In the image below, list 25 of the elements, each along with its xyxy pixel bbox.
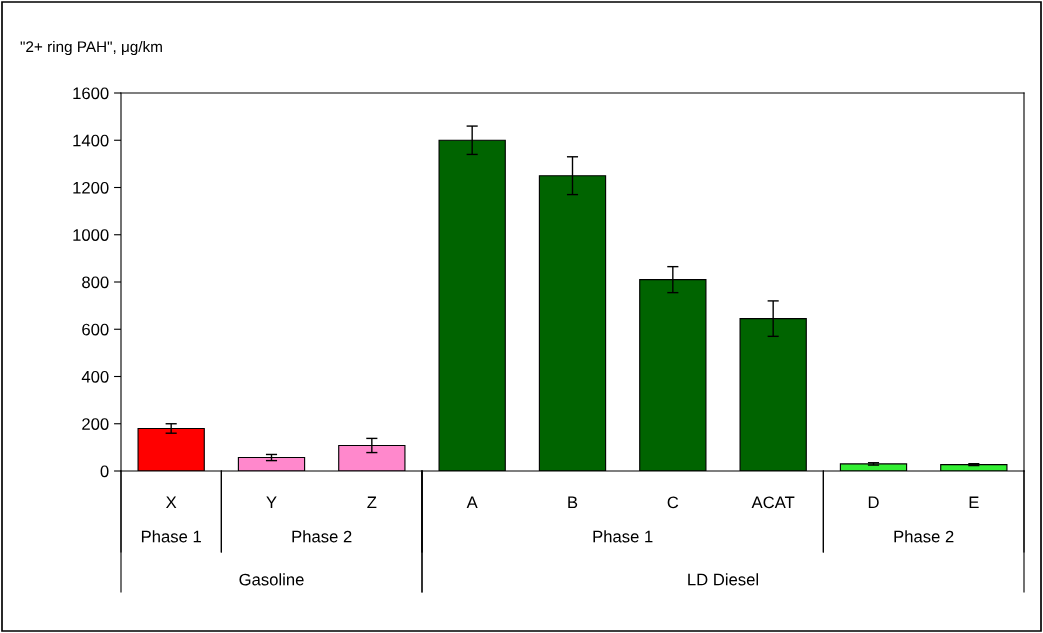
y-tick-label: 1600 xyxy=(73,87,109,100)
y-tick-label: 1200 xyxy=(73,181,109,194)
y-tick-label: 0 xyxy=(100,465,109,478)
x-tick-label: ACAT xyxy=(751,496,795,509)
text: Phase 2 xyxy=(894,530,954,543)
text: Phase 1 xyxy=(593,530,653,543)
y-tick-label: 800 xyxy=(82,276,109,289)
x-tick-label: Z xyxy=(367,496,377,509)
y-tick-label: 1000 xyxy=(73,229,109,241)
x-tick-label: B xyxy=(568,496,578,509)
x-tick-label: C xyxy=(667,496,679,509)
x-tick-label: D xyxy=(868,496,879,509)
x-tick-label: A xyxy=(466,496,478,509)
y-axis-title: "2+ ring PAH", μg/km xyxy=(20,40,162,56)
text: Phase 1 xyxy=(141,530,201,543)
y-tick-label: 1400 xyxy=(73,134,109,147)
x-tick-label: X xyxy=(165,496,177,509)
text: Phase 2 xyxy=(292,530,352,543)
x-tick-label: Y xyxy=(266,496,277,509)
text: Gasoline xyxy=(239,573,304,586)
y-tick-label: 200 xyxy=(82,418,109,430)
y-tick-label: 600 xyxy=(82,323,109,336)
y-tick-label: 400 xyxy=(81,370,109,383)
text: LD Diesel xyxy=(688,573,759,586)
x-tick-label: E xyxy=(969,496,979,509)
